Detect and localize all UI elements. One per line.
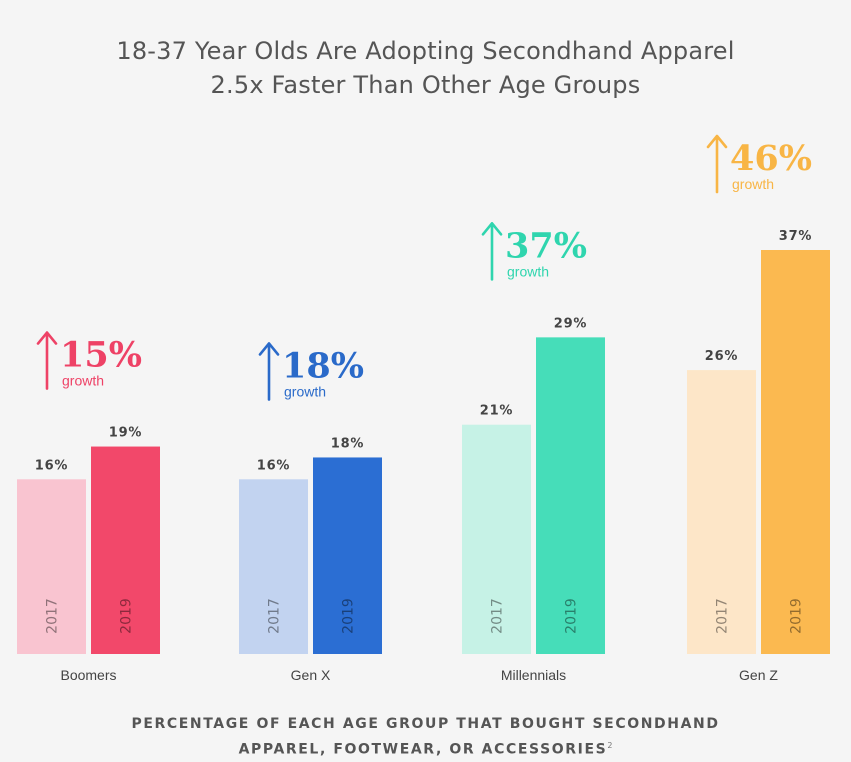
bar-millennials-2019 xyxy=(536,337,605,654)
year-label-gen-z-2017: 2017 xyxy=(715,598,731,634)
footer-line-2: APPAREL, FOOTWEAR, OR ACCESSORIES xyxy=(238,741,608,758)
growth-arrow-millennials-icon xyxy=(481,222,503,281)
year-label-boomers-2019: 2019 xyxy=(119,598,135,634)
bar-gen-z-2019 xyxy=(761,250,830,654)
category-label-boomers: Boomers xyxy=(60,667,116,683)
chart-title: 18-37 Year Olds Are Adopting Secondhand … xyxy=(0,34,851,102)
footnote-marker: 2 xyxy=(607,741,613,750)
value-label-millennials-2019: 29% xyxy=(554,316,588,331)
growth-arrow-boomers-icon xyxy=(36,331,58,390)
chart-title-line-2: 2.5x Faster Than Other Age Groups xyxy=(210,71,641,99)
value-label-boomers-2017: 16% xyxy=(35,458,69,473)
growth-arrow-gen-x-icon xyxy=(258,342,280,401)
value-label-gen-z-2017: 26% xyxy=(705,349,739,364)
bar-gen-x-2019 xyxy=(313,457,382,654)
bar-gen-z-2017 xyxy=(687,370,756,654)
growth-word-boomers: growth xyxy=(62,373,104,389)
footer-line-1: PERCENTAGE OF EACH AGE GROUP THAT BOUGHT… xyxy=(131,716,720,732)
value-label-gen-z-2019: 37% xyxy=(779,229,813,244)
value-label-gen-x-2019: 18% xyxy=(331,436,365,451)
category-label-gen-x: Gen X xyxy=(291,667,331,683)
bar-gen-x-2017 xyxy=(239,479,308,654)
year-label-gen-x-2019: 2019 xyxy=(341,598,357,634)
value-label-boomers-2019: 19% xyxy=(109,426,143,441)
growth-value-gen-z: 46% xyxy=(730,138,812,179)
value-label-millennials-2017: 21% xyxy=(480,404,514,419)
year-label-boomers-2017: 2017 xyxy=(45,598,61,634)
category-label-millennials: Millennials xyxy=(501,667,566,683)
bar-boomers-2017 xyxy=(17,479,86,654)
bar-millennials-2017 xyxy=(462,424,531,654)
chart-title-line-1: 18-37 Year Olds Are Adopting Secondhand … xyxy=(116,37,735,65)
year-label-gen-z-2019: 2019 xyxy=(789,598,805,634)
value-label-gen-x-2017: 16% xyxy=(257,458,291,473)
growth-value-millennials: 37% xyxy=(505,225,587,266)
growth-arrow-gen-z-icon xyxy=(706,134,728,194)
year-label-millennials-2019: 2019 xyxy=(564,598,580,634)
category-label-gen-z: Gen Z xyxy=(739,667,778,683)
bar-boomers-2019 xyxy=(91,446,160,654)
chart-footer: PERCENTAGE OF EACH AGE GROUP THAT BOUGHT… xyxy=(0,714,851,761)
growth-word-gen-x: growth xyxy=(284,383,326,399)
growth-value-boomers: 15% xyxy=(60,335,142,376)
growth-word-millennials: growth xyxy=(507,263,549,279)
growth-word-gen-z: growth xyxy=(732,176,774,192)
year-label-gen-x-2017: 2017 xyxy=(267,598,283,634)
bar-chart: 16%19%2017 2019Boomers15%growth16%18%2017… xyxy=(17,134,830,683)
year-label-millennials-2017: 2017 xyxy=(490,598,506,634)
growth-value-gen-x: 18% xyxy=(282,345,364,386)
